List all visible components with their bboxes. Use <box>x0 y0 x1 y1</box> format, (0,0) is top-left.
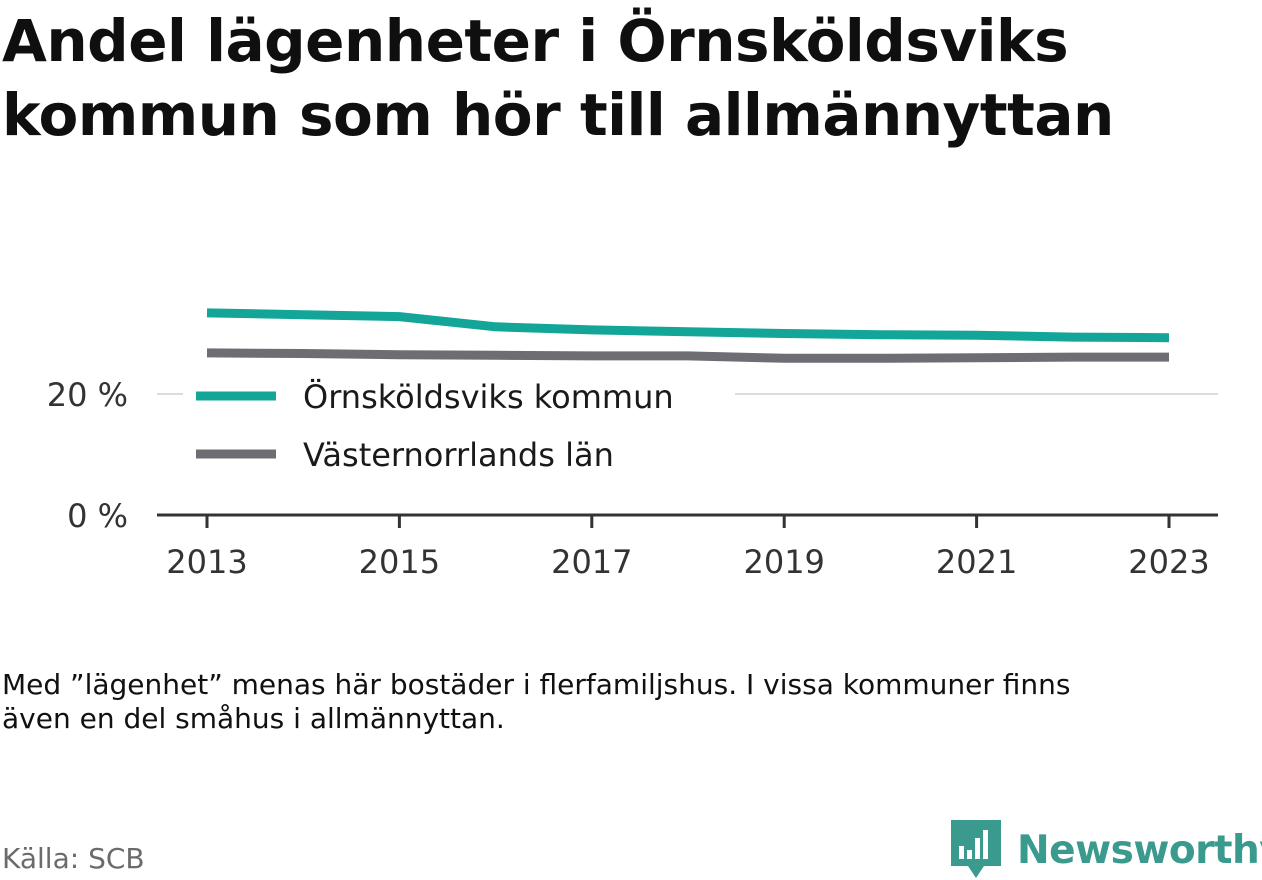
x-tick-label: 2019 <box>743 543 824 581</box>
chart-title: Andel lägenheter i Örnsköldsviks kommun … <box>2 4 1252 152</box>
y-tick-label: 0 % <box>67 497 128 535</box>
series-line-1 <box>206 308 1170 343</box>
x-tick-label: 2013 <box>166 543 247 581</box>
legend-label: Örnsköldsviks kommun <box>303 378 674 416</box>
x-tick-label: 2015 <box>359 543 440 581</box>
brand-name: Newsworthy <box>1017 827 1262 873</box>
source-label: Källa: SCB <box>2 842 145 875</box>
x-tick-label: 2017 <box>551 543 632 581</box>
chart-note-line-2: även en del småhus i allmännyttan. <box>2 702 505 735</box>
series-line-2 <box>206 348 1169 363</box>
newsworthy-logo: Newsworthy <box>951 820 1262 880</box>
chart-title-line-1: Andel lägenheter i Örnsköldsviks <box>2 7 1069 75</box>
chart-title-line-2: kommun som hör till allmännyttan <box>2 81 1114 149</box>
legend-label: Västernorrlands län <box>303 436 614 474</box>
x-tick-label: 2021 <box>936 543 1017 581</box>
y-tick-label: 20 % <box>47 376 128 414</box>
axis-layer: 0 % 20 % 2013 2015 2017 2019 2021 2023 <box>47 376 1218 581</box>
bar-chart-speech-bubble-icon <box>951 820 1001 878</box>
series-layer <box>206 308 1170 363</box>
chart-note: Med ”lägenhet” menas här bostäder i fler… <box>2 668 1242 736</box>
x-tick-label: 2023 <box>1128 543 1209 581</box>
chart-note-line-1: Med ”lägenhet” menas här bostäder i fler… <box>2 668 1071 701</box>
legend: Örnsköldsviks kommun Västernorrlands län <box>196 378 674 474</box>
